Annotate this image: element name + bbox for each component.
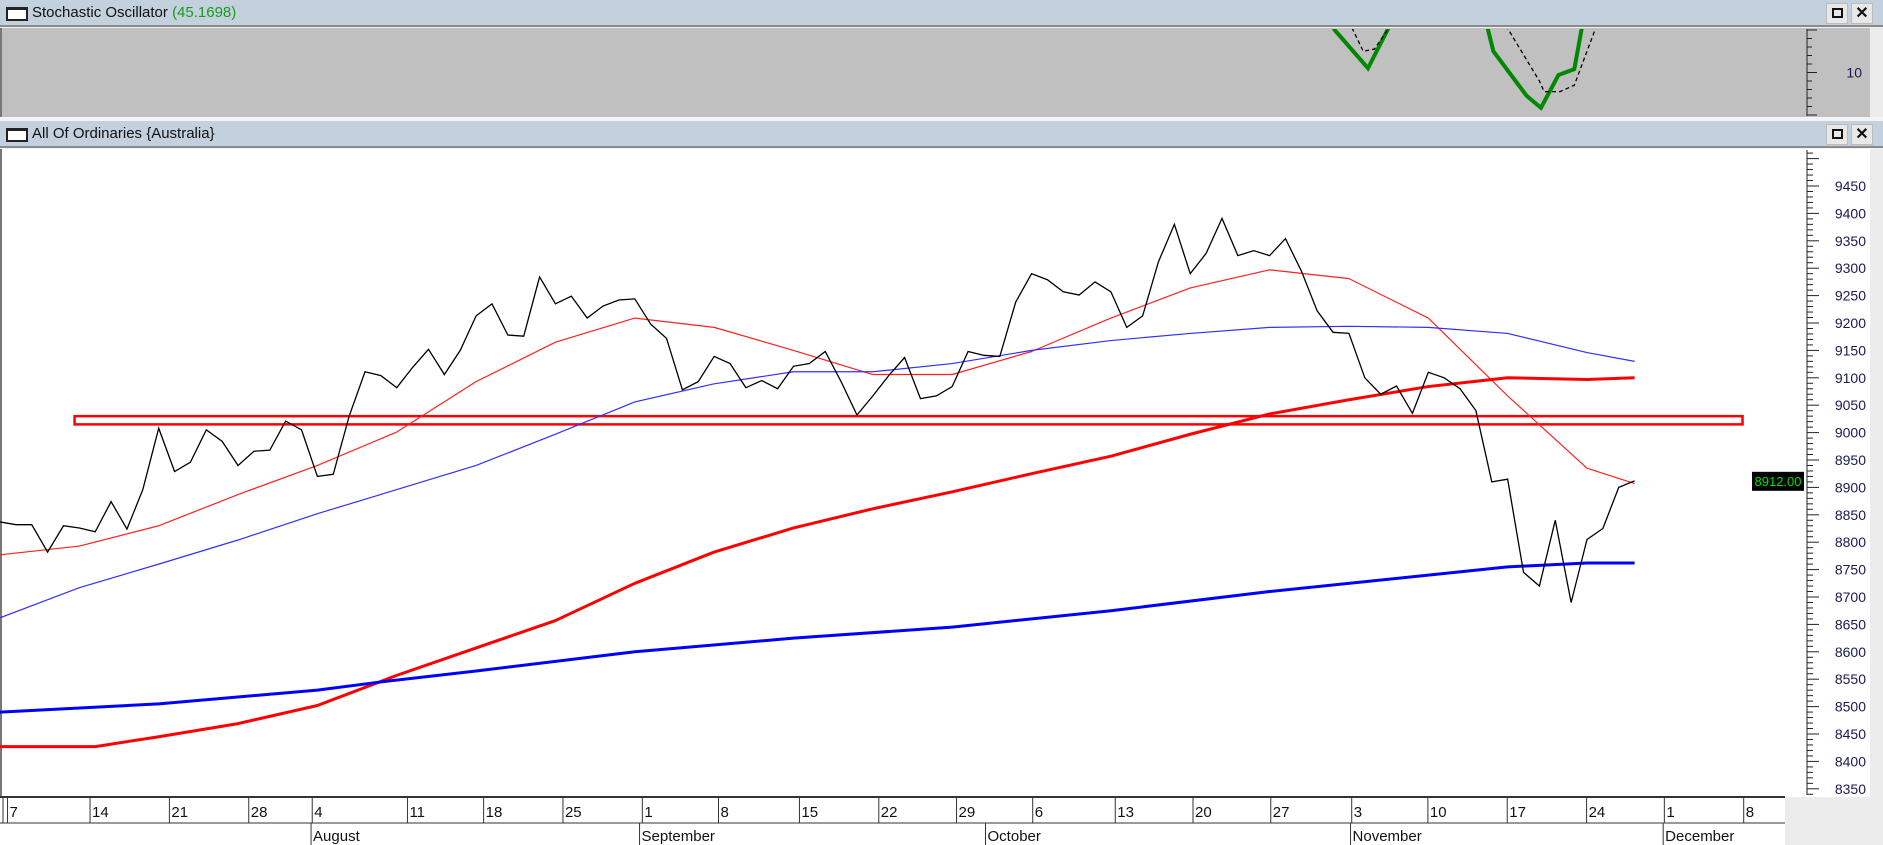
price-y-tick-label: 8750 — [1835, 562, 1866, 578]
price-y-tick-label: 8650 — [1835, 616, 1866, 632]
price-y-tick-label: 9200 — [1835, 315, 1866, 331]
date-day-label: 15 — [801, 804, 818, 821]
panel-gap — [0, 117, 1883, 121]
last-price-badge — [1752, 471, 1804, 491]
price-y-tick-label: 9150 — [1835, 342, 1866, 358]
price-y-tick-label: 9250 — [1835, 288, 1866, 304]
main-plot-area — [0, 149, 1870, 797]
date-day-label: 6 — [1035, 804, 1043, 821]
stochastic-k-line — [1485, 29, 1584, 111]
ma-longest-line — [0, 561, 1635, 714]
date-day-label: 7 — [10, 804, 18, 821]
price-y-tick-label: 9350 — [1835, 233, 1866, 249]
price-y-tick-label: 8350 — [1835, 781, 1866, 797]
price-y-tick-label: 9450 — [1835, 178, 1866, 194]
main-maximize-button[interactable] — [1826, 124, 1848, 145]
date-day-label: 1 — [644, 804, 652, 821]
date-day-label: 25 — [565, 804, 582, 821]
price-y-tick-label: 8800 — [1835, 534, 1866, 550]
panel-edge — [1870, 149, 1883, 845]
ma-short-line — [0, 269, 1635, 556]
date-month-label: December — [1665, 828, 1734, 845]
date-month-label: November — [1353, 828, 1422, 845]
price-y-tick-label: 8950 — [1835, 452, 1866, 468]
date-day-label: 20 — [1195, 804, 1212, 821]
stochastic-close-button[interactable]: ✕ — [1851, 3, 1873, 24]
date-day-label: 24 — [1589, 804, 1606, 821]
stochastic-d-line — [1507, 29, 1597, 93]
support-zone-rectangle[interactable] — [73, 414, 1744, 426]
stochastic-d-line — [1351, 29, 1390, 52]
price-y-tick-label: 8900 — [1835, 479, 1866, 495]
date-day-label: 18 — [486, 804, 503, 821]
close-price-line — [0, 216, 1635, 603]
last-price-label: 8912.00 — [1755, 474, 1802, 489]
maximize-icon — [1831, 129, 1843, 139]
stochastic-k-line — [1332, 29, 1391, 72]
price-y-tick-label: 8400 — [1835, 753, 1866, 769]
date-day-label: 13 — [1117, 804, 1134, 821]
main-panel-titlebar: All Of Ordinaries {Australia} ✕ — [0, 121, 1883, 148]
price-y-tick-label: 9100 — [1835, 370, 1866, 386]
date-day-label: 10 — [1430, 804, 1447, 821]
ma-medium-line — [0, 325, 1635, 619]
price-y-tick-label: 8600 — [1835, 644, 1866, 660]
date-day-label: 11 — [409, 804, 425, 821]
date-month-label: October — [988, 828, 1041, 845]
price-y-tick-label: 8850 — [1835, 507, 1866, 523]
window-icon — [6, 128, 28, 142]
stochastic-y-tick-label: 10 — [1846, 65, 1862, 81]
date-day-label: 1 — [1666, 804, 1674, 821]
main-close-button[interactable]: ✕ — [1851, 124, 1873, 145]
window-icon — [6, 7, 28, 21]
price-y-tick-label: 9050 — [1835, 397, 1866, 413]
panel-edge — [1870, 28, 1883, 117]
ma-long-line — [0, 376, 1635, 749]
stochastic-maximize-button[interactable] — [1826, 3, 1848, 24]
date-axis — [0, 797, 1785, 845]
date-day-label: 8 — [1746, 804, 1754, 821]
date-day-label: 27 — [1273, 804, 1290, 821]
stochastic-title: Stochastic Oscillator — [32, 4, 168, 21]
stochastic-value: (45.1698) — [172, 4, 237, 21]
date-day-label: 8 — [720, 804, 728, 821]
date-day-label: 17 — [1509, 804, 1526, 821]
main-title: All Of Ordinaries {Australia} — [32, 125, 215, 142]
maximize-icon — [1831, 8, 1843, 18]
date-day-label: 28 — [251, 804, 268, 821]
date-day-label: 29 — [959, 804, 976, 821]
stochastic-panel-titlebar: Stochastic Oscillator (45.1698) ✕ — [0, 0, 1883, 27]
price-y-tick-label: 8700 — [1835, 589, 1866, 605]
date-month-label: September — [642, 828, 715, 845]
date-day-label: 14 — [92, 804, 109, 821]
price-y-tick-label: 8450 — [1835, 726, 1866, 742]
main-lines — [0, 216, 1744, 749]
price-y-tick-label: 9000 — [1835, 425, 1866, 441]
date-month-label: August — [313, 828, 361, 845]
date-day-label: 22 — [881, 804, 898, 821]
price-y-tick-label: 8500 — [1835, 699, 1866, 715]
price-y-tick-label: 9300 — [1835, 260, 1866, 276]
stochastic-plot-area — [0, 28, 1883, 117]
price-y-tick-label: 8550 — [1835, 671, 1866, 687]
date-day-label: 3 — [1354, 804, 1362, 821]
price-y-tick-label: 9400 — [1835, 205, 1866, 221]
stochastic-lines — [1332, 29, 1597, 111]
date-axis-edge — [1785, 797, 1883, 845]
date-day-label: 4 — [314, 804, 322, 821]
date-day-label: 21 — [171, 804, 188, 821]
